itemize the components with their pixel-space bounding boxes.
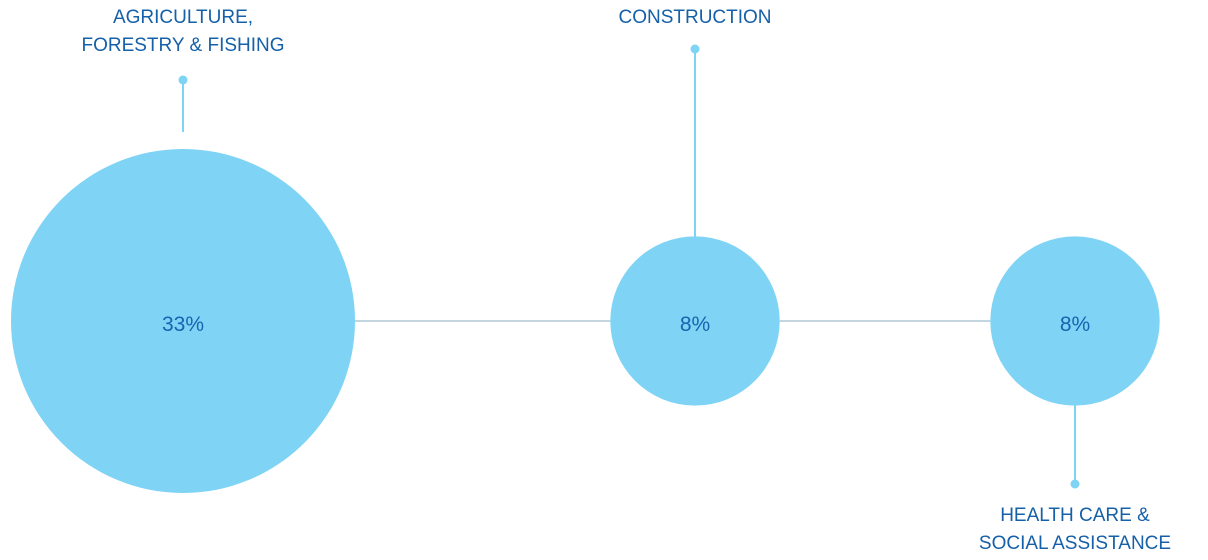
category-label-health-care-line-1: HEALTH CARE & bbox=[1000, 505, 1150, 526]
category-label-agriculture: AGRICULTURE, FORESTRY & FISHING bbox=[33, 4, 333, 60]
category-label-agriculture-line-1: AGRICULTURE, bbox=[112, 7, 254, 28]
bubble-agriculture bbox=[11, 149, 355, 493]
category-label-health-care-line-2: SOCIAL ASSISTANCE bbox=[978, 533, 1172, 554]
value-label-agriculture: 33% bbox=[161, 313, 205, 336]
value-label-construction: 8% bbox=[679, 313, 711, 336]
callout-dot-health-care bbox=[1070, 479, 1080, 489]
category-label-health-care: HEALTH CARE & SOCIAL ASSISTANCE bbox=[925, 502, 1208, 558]
category-label-construction: CONSTRUCTION bbox=[545, 4, 845, 32]
callout-dot-construction bbox=[690, 44, 700, 54]
category-label-construction-line-1: CONSTRUCTION bbox=[618, 7, 772, 28]
bubble-construction bbox=[610, 236, 780, 406]
bubble-health-care bbox=[990, 236, 1160, 406]
category-label-agriculture-line-2: FORESTRY & FISHING bbox=[81, 35, 285, 56]
callout-dot-agriculture bbox=[178, 75, 188, 85]
value-label-health-care: 8% bbox=[1059, 313, 1091, 336]
